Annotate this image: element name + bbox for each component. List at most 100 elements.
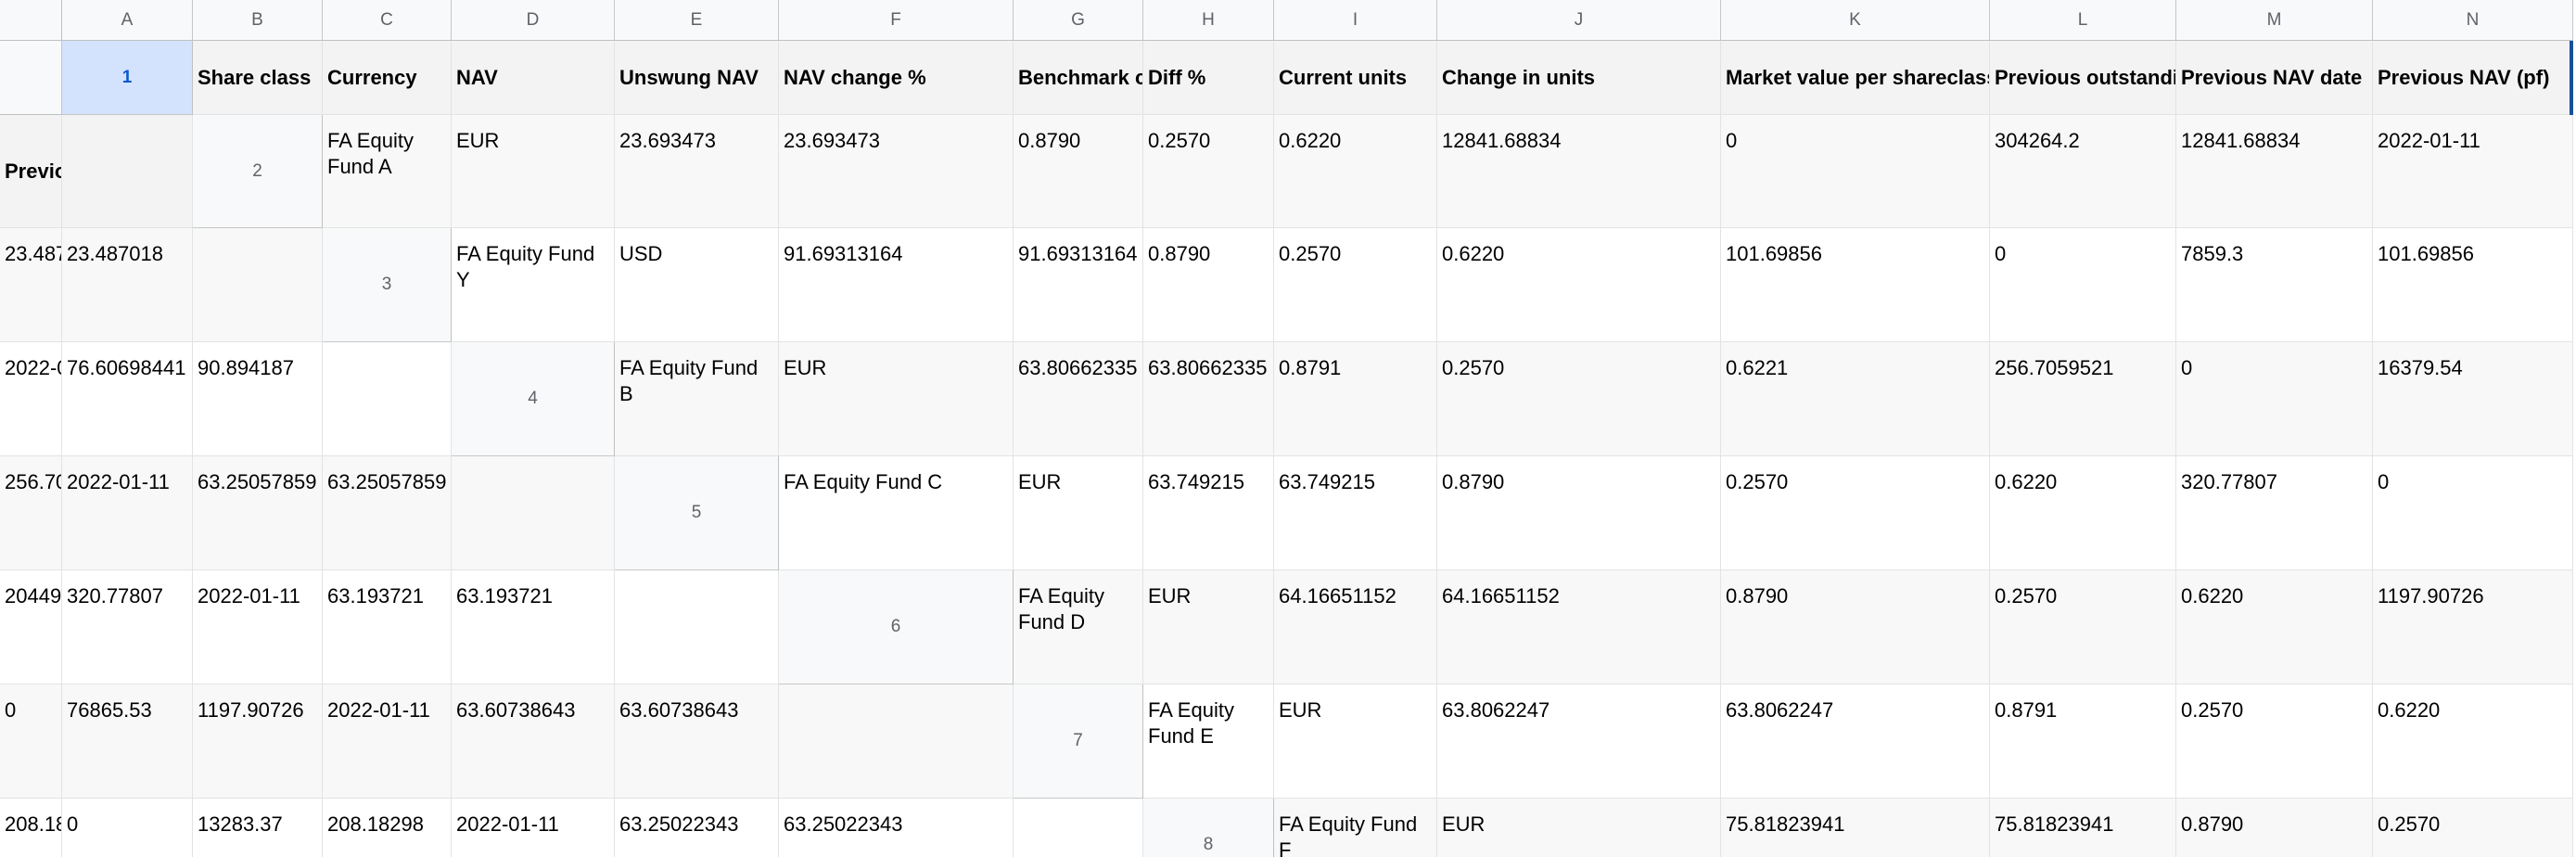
column-header-l[interactable]: L xyxy=(1990,0,2176,41)
share-class-cell[interactable]: FA Equity Fund D xyxy=(1014,570,1143,684)
data-cell[interactable]: 2022-01-11 xyxy=(452,799,615,857)
header-cell[interactable]: NAV xyxy=(452,41,615,115)
data-cell[interactable]: 0.2570 xyxy=(2373,799,2573,857)
data-cell[interactable]: 7859.3 xyxy=(2176,228,2373,342)
data-cell[interactable]: 63.60738643 xyxy=(615,684,779,799)
data-cell[interactable]: 208.18298 xyxy=(0,799,62,857)
data-cell[interactable]: 0 xyxy=(62,799,193,857)
data-cell[interactable]: 23.693473 xyxy=(615,115,779,228)
data-cell[interactable]: 101.69856 xyxy=(2373,228,2573,342)
data-cell[interactable]: 0 xyxy=(2176,342,2373,456)
data-cell[interactable]: EUR xyxy=(779,342,1014,456)
header-cell[interactable]: Unswung NAV xyxy=(615,41,779,115)
data-cell[interactable]: 0.6221 xyxy=(1721,342,1990,456)
data-cell[interactable]: 1197.90726 xyxy=(193,684,323,799)
data-cell[interactable]: 304264.2 xyxy=(1990,115,2176,228)
data-cell[interactable]: 0.8790 xyxy=(1437,456,1721,570)
data-cell[interactable]: 12841.68834 xyxy=(2176,115,2373,228)
share-class-cell[interactable]: FA Equity Fund B xyxy=(615,342,779,456)
header-cell[interactable]: Current units xyxy=(1274,41,1437,115)
row-header-2[interactable]: 2 xyxy=(193,115,323,228)
data-cell[interactable]: EUR xyxy=(1274,684,1437,799)
data-cell[interactable]: 23.487018 xyxy=(0,228,62,342)
data-cell[interactable]: 63.80662335 xyxy=(1014,342,1143,456)
data-cell[interactable]: 20449.35 xyxy=(0,570,62,684)
data-cell[interactable]: 0.6220 xyxy=(2373,684,2573,799)
data-cell[interactable]: 256.7059521 xyxy=(0,456,62,570)
data-cell[interactable]: 75.81823941 xyxy=(1990,799,2176,857)
data-cell[interactable]: 0.2570 xyxy=(1143,115,1274,228)
data-cell[interactable]: EUR xyxy=(1014,456,1143,570)
data-cell[interactable]: 63.25022343 xyxy=(615,799,779,857)
data-cell[interactable]: 0.6220 xyxy=(1990,456,2176,570)
column-header-e[interactable]: E xyxy=(615,0,779,41)
data-cell[interactable]: EUR xyxy=(1437,799,1721,857)
share-class-cell[interactable]: FA Equity Fund A xyxy=(323,115,452,228)
data-cell[interactable]: 0.8791 xyxy=(1990,684,2176,799)
header-cell[interactable]: Currency xyxy=(323,41,452,115)
column-header-g[interactable]: G xyxy=(1014,0,1143,41)
header-cell[interactable]: NAV change % xyxy=(779,41,1014,115)
data-cell[interactable]: 75.81823941 xyxy=(1721,799,1990,857)
data-cell[interactable]: EUR xyxy=(452,115,615,228)
data-cell[interactable]: 64.16651152 xyxy=(1437,570,1721,684)
data-cell[interactable]: 13283.37 xyxy=(193,799,323,857)
data-cell[interactable]: 0.2570 xyxy=(1274,228,1437,342)
data-cell[interactable]: 0.2570 xyxy=(1721,456,1990,570)
data-cell[interactable]: 208.18298 xyxy=(323,799,452,857)
row-header-4[interactable]: 4 xyxy=(452,342,615,456)
data-cell[interactable]: 0.6220 xyxy=(1274,115,1437,228)
data-cell[interactable]: 2022-01-11 xyxy=(62,456,193,570)
column-header-h[interactable]: H xyxy=(1143,0,1274,41)
data-cell[interactable]: 2022-01-11 xyxy=(323,684,452,799)
data-cell[interactable]: 0.2570 xyxy=(1437,342,1721,456)
data-cell[interactable]: EUR xyxy=(1143,570,1274,684)
select-all-corner[interactable] xyxy=(0,0,62,41)
data-cell[interactable]: 0.2570 xyxy=(2176,684,2373,799)
data-cell[interactable]: 0.8790 xyxy=(2176,799,2373,857)
data-cell[interactable]: 0.8790 xyxy=(1014,115,1143,228)
data-cell[interactable]: 76.60698441 xyxy=(62,342,193,456)
data-cell[interactable]: 64.16651152 xyxy=(1274,570,1437,684)
data-cell[interactable]: 0.8790 xyxy=(1143,228,1274,342)
column-resize-handle[interactable] xyxy=(2570,41,2573,115)
data-cell[interactable]: 90.894187 xyxy=(193,342,323,456)
share-class-cell[interactable]: FA Equity Fund Y xyxy=(452,228,615,342)
row-header-5[interactable]: 5 xyxy=(615,456,779,570)
data-cell[interactable]: 23.693473 xyxy=(779,115,1014,228)
header-cell[interactable]: Share class xyxy=(193,41,323,115)
data-cell[interactable]: 63.8062247 xyxy=(1437,684,1721,799)
data-cell[interactable]: 0.6220 xyxy=(2176,570,2373,684)
data-cell[interactable]: 0.2570 xyxy=(1990,570,2176,684)
row-header-7[interactable]: 7 xyxy=(1014,684,1143,799)
header-cell[interactable]: Change in units xyxy=(1437,41,1721,115)
row-header-6[interactable]: 6 xyxy=(779,570,1014,684)
data-cell[interactable]: 63.25022343 xyxy=(779,799,1014,857)
data-cell[interactable]: 256.7059521 xyxy=(1990,342,2176,456)
column-header-c[interactable]: C xyxy=(323,0,452,41)
data-cell[interactable]: 0 xyxy=(0,684,62,799)
data-cell[interactable]: 76865.53 xyxy=(62,684,193,799)
data-cell[interactable]: 0.6220 xyxy=(1437,228,1721,342)
column-header-k[interactable]: K xyxy=(1721,0,1990,41)
data-cell[interactable]: 0 xyxy=(1721,115,1990,228)
data-cell[interactable]: 91.69313164 xyxy=(779,228,1014,342)
data-cell[interactable]: 91.69313164 xyxy=(1014,228,1143,342)
column-header-j[interactable]: J xyxy=(1437,0,1721,41)
data-cell[interactable]: 63.60738643 xyxy=(452,684,615,799)
row-header-8[interactable]: 8 xyxy=(1143,799,1274,857)
data-cell[interactable]: 0.8791 xyxy=(1274,342,1437,456)
header-cell[interactable]: Diff % xyxy=(1143,41,1274,115)
header-cell[interactable]: Previous NAV (pf) xyxy=(2373,41,2573,115)
column-header-i[interactable]: I xyxy=(1274,0,1437,41)
column-header-f[interactable]: F xyxy=(779,0,1014,41)
header-cell[interactable]: Benchmark change % xyxy=(1014,41,1143,115)
data-cell[interactable]: 0 xyxy=(2373,456,2573,570)
data-cell[interactable]: 2022-01-11 xyxy=(0,342,62,456)
data-cell[interactable]: 63.8062247 xyxy=(1721,684,1990,799)
header-cell[interactable]: Previous outstanding units xyxy=(1990,41,2176,115)
header-cell[interactable]: Previous NAV (sec) xyxy=(0,115,62,228)
data-cell[interactable]: 0.8790 xyxy=(1721,570,1990,684)
column-header-b[interactable]: B xyxy=(193,0,323,41)
